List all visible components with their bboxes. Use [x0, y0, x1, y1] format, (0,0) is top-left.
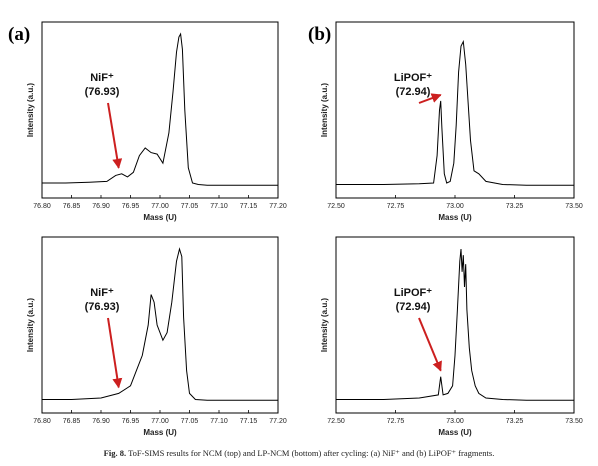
x-tick-label: 77.00: [151, 418, 169, 425]
x-tick-label: 77.20: [269, 418, 287, 425]
x-tick-label: 73.00: [446, 203, 464, 210]
annotation-label: LiPOF⁺: [394, 287, 432, 299]
x-tick-label: 76.95: [122, 418, 140, 425]
x-tick-label: 76.95: [122, 203, 140, 210]
x-axis-label: Mass (U): [438, 213, 472, 222]
x-tick-label: 77.10: [210, 418, 228, 425]
x-tick-label: 76.85: [63, 203, 81, 210]
x-tick-label: 77.05: [181, 418, 199, 425]
x-tick-label: 77.10: [210, 203, 228, 210]
figure-caption: Fig. 8. ToF-SIMS results for NCM (top) a…: [0, 448, 598, 459]
x-tick-label: 77.20: [269, 203, 287, 210]
x-tick-label: 73.00: [446, 418, 464, 425]
y-axis-label: Intensity (a.u.): [26, 298, 35, 353]
x-tick-label: 76.80: [33, 203, 51, 210]
annotation-arrow: [107, 317, 123, 389]
panel-label-a: (a): [8, 24, 30, 45]
x-tick-label: 77.00: [151, 203, 169, 210]
annotation-label: NiF⁺: [90, 287, 114, 299]
y-axis-label: Intensity (a.u.): [320, 298, 329, 353]
x-tick-label: 77.15: [240, 203, 258, 210]
series-line: [336, 39, 574, 186]
chart-bottom-left: 76.80 76.85 76.90 76.95 77.00 77.05 77.10 77.15…: [26, 236, 287, 437]
annotation-value: (76.93): [85, 301, 120, 313]
x-tick-label: 73.25: [506, 418, 524, 425]
x-tick-label: 76.85: [63, 418, 81, 425]
x-tick-label: 76.90: [92, 203, 110, 210]
y-axis-label: Intensity (a.u.): [320, 83, 329, 138]
x-axis-label: Mass (U): [438, 428, 472, 437]
annotation-label: LiPOF⁺: [394, 72, 432, 84]
x-tick-label: 77.15: [240, 418, 258, 425]
x-tick-label: 72.75: [387, 418, 405, 425]
x-tick-label: 72.50: [327, 418, 345, 425]
y-axis-label: Intensity (a.u.): [26, 83, 35, 138]
plot-frame: [41, 21, 279, 199]
series-line: [336, 248, 574, 401]
caption-label: Fig. 8.: [103, 448, 127, 458]
x-tick-label: 73.50: [565, 418, 583, 425]
x-tick-label: 76.90: [92, 418, 110, 425]
x-tick-label: 73.50: [565, 203, 583, 210]
x-tick-label: 73.25: [506, 203, 524, 210]
plot-frame: [335, 236, 575, 414]
annotation-arrow: [418, 93, 442, 104]
caption-text: ToF-SIMS results for NCM (top) and LP-NC…: [128, 448, 495, 458]
annotation-value: (72.94): [396, 301, 431, 313]
x-axis-label: Mass (U): [143, 213, 177, 222]
annotation-arrow: [107, 102, 123, 169]
series-line: [42, 247, 278, 401]
plot-frame: [335, 21, 575, 199]
annotation-arrow: [418, 317, 442, 372]
annotation-value: (72.94): [396, 86, 431, 98]
panel-label-b: (b): [308, 24, 331, 45]
series-line: [42, 32, 278, 186]
x-axis-label: Mass (U): [143, 428, 177, 437]
x-tick-label: 72.75: [387, 203, 405, 210]
chart-top-right: 72.50 72.75 73.00 73.25 73.50 Mass (U) Intensi…: [320, 21, 583, 222]
plot-frame: [41, 236, 279, 414]
x-tick-label: 77.05: [181, 203, 199, 210]
x-tick-label: 76.80: [33, 418, 51, 425]
annotation-value: (76.93): [85, 86, 120, 98]
annotation-label: NiF⁺: [90, 72, 114, 84]
chart-bottom-right: 72.50 72.75 73.00 73.25 73.50 Mass (U) Intensi…: [320, 236, 583, 437]
x-tick-label: 72.50: [327, 203, 345, 210]
chart-top-left: 76.80 76.85 76.90 76.95 77.00 77.05 77.10 77.15…: [26, 21, 287, 222]
